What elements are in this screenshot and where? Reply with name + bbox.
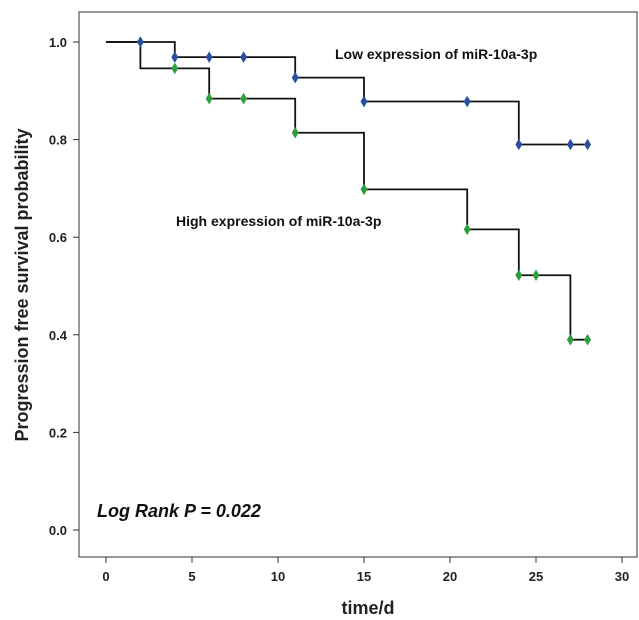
censor-markers <box>136 36 592 346</box>
y-axis-title: Progression free survival probability <box>12 128 32 441</box>
high-censor-marker <box>515 269 523 282</box>
x-tick-label: 20 <box>443 569 457 584</box>
high-censor-marker <box>532 269 540 282</box>
x-tick-label: 25 <box>529 569 543 584</box>
low-censor-marker <box>566 138 574 151</box>
low-censor-marker <box>205 51 213 63</box>
low-expression-label: Low expression of miR-10a-3p <box>335 46 537 62</box>
plot-border <box>78 11 638 558</box>
low-censor-marker <box>360 95 368 108</box>
high-censor-marker <box>566 333 574 346</box>
y-tick-label: 0.2 <box>49 425 67 440</box>
x-tick-label: 0 <box>102 569 109 584</box>
x-tick-label: 5 <box>188 569 195 584</box>
y-axis: 0.0 0.2 0.4 0.6 0.8 1.0 <box>49 35 79 538</box>
high-censor-marker <box>360 183 368 196</box>
high-censor-marker <box>205 92 213 105</box>
log-rank-annotation: Log Rank P = 0.022 <box>97 501 261 521</box>
low-censor-marker <box>291 71 299 84</box>
low-censor-marker <box>463 95 471 108</box>
y-tick-label: 0.0 <box>49 523 67 538</box>
y-tick-label: 1.0 <box>49 35 67 50</box>
high-censor-marker <box>291 126 299 139</box>
x-tick-label: 10 <box>271 569 285 584</box>
high-expression-line <box>106 41 588 341</box>
x-axis-title: time/d <box>341 598 394 618</box>
low-censor-marker <box>584 138 592 151</box>
low-censor-marker <box>171 51 179 63</box>
low-censor-marker <box>515 138 523 151</box>
high-censor-marker <box>171 62 179 75</box>
high-censor-marker <box>240 92 248 105</box>
x-axis: 0 5 10 15 20 25 30 <box>102 557 629 584</box>
low-censor-marker <box>136 36 144 48</box>
x-tick-label: 15 <box>357 569 371 584</box>
high-censor-marker <box>584 333 592 346</box>
y-tick-label: 0.4 <box>49 328 68 343</box>
series-lines <box>106 41 588 341</box>
x-tick-label: 30 <box>615 569 629 584</box>
low-expression-line <box>106 41 588 146</box>
y-tick-label: 0.6 <box>49 230 67 245</box>
low-censor-marker <box>240 51 248 63</box>
high-censor-marker <box>463 223 471 236</box>
y-tick-label: 0.8 <box>49 133 67 148</box>
plot-frame <box>78 11 638 558</box>
high-expression-label: High expression of miR-10a-3p <box>176 213 381 229</box>
